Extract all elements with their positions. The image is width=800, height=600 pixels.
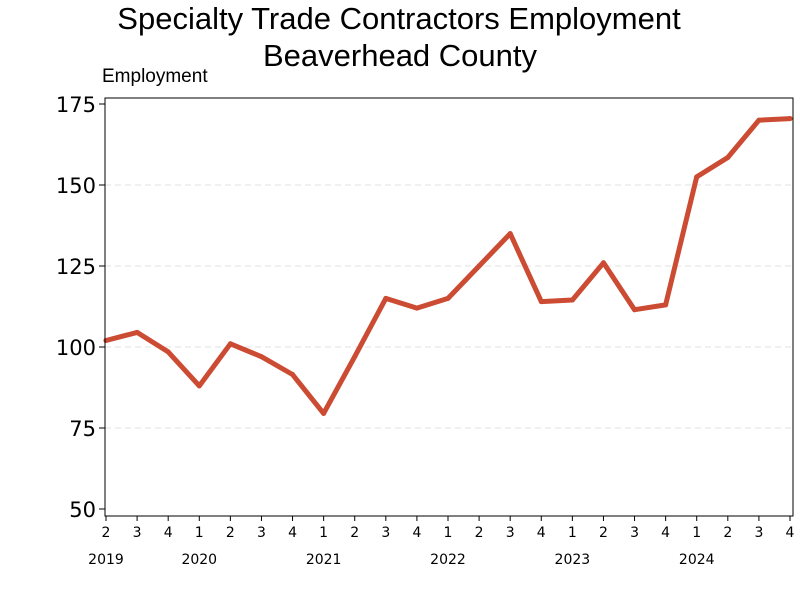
x-tick-label: 4	[288, 525, 297, 541]
data-point	[787, 116, 793, 122]
data-point	[663, 302, 669, 308]
x-tick-label: 2	[102, 525, 111, 541]
data-point	[538, 299, 544, 305]
x-tick-label: 3	[381, 525, 390, 541]
data-point	[476, 263, 482, 269]
x-tick-label: 2	[723, 525, 732, 541]
y-tick-label: 100	[56, 336, 96, 360]
year-label: 2023	[555, 552, 591, 568]
year-label: 2020	[181, 552, 217, 568]
x-tick-label: 3	[506, 525, 515, 541]
data-point	[445, 295, 451, 301]
data-point	[196, 383, 202, 389]
x-tick-label: 4	[537, 525, 546, 541]
y-tick-label: 125	[56, 255, 96, 279]
x-tick-label: 3	[133, 525, 142, 541]
x-tick-label: 1	[319, 525, 328, 541]
data-point	[258, 354, 264, 360]
year-label: 2019	[88, 552, 124, 568]
x-tick-label: 1	[692, 525, 701, 541]
data-point	[694, 174, 700, 180]
data-point	[507, 231, 513, 237]
data-point	[165, 349, 171, 355]
data-point	[321, 410, 327, 416]
data-point	[352, 354, 358, 360]
y-axis-label: Employment	[102, 66, 208, 87]
year-label: 2024	[679, 552, 715, 568]
x-tick-label: 4	[786, 525, 795, 541]
y-tick-label: 175	[56, 93, 96, 117]
x-tick-label: 1	[568, 525, 577, 541]
x-tick-label: 4	[412, 525, 421, 541]
chart-title: Specialty Trade Contractors Employment	[117, 1, 681, 36]
data-point	[756, 117, 762, 123]
x-tick-label: 1	[195, 525, 204, 541]
y-tick-label: 50	[69, 498, 96, 522]
x-tick-label: 2	[350, 525, 359, 541]
data-point	[383, 295, 389, 301]
x-tick-label: 2	[226, 525, 235, 541]
y-tick-label: 75	[69, 417, 96, 441]
data-point	[103, 338, 109, 344]
x-tick-label: 4	[661, 525, 670, 541]
data-point	[569, 297, 575, 303]
year-label: 2021	[306, 552, 342, 568]
x-tick-label: 1	[444, 525, 453, 541]
plot-frame	[104, 97, 794, 517]
x-tick-label: 2	[475, 525, 484, 541]
y-axis: 50 75 100 125 150 175	[56, 93, 105, 522]
x-tick-label: 2	[599, 525, 608, 541]
data-point	[600, 260, 606, 266]
data-point	[725, 154, 731, 160]
gridlines	[105, 184, 793, 429]
data-point	[290, 372, 296, 378]
data-point	[632, 307, 638, 313]
x-tick-label: 4	[164, 525, 173, 541]
year-label: 2022	[430, 552, 466, 568]
data-point	[134, 329, 140, 335]
data-point	[414, 305, 420, 311]
x-tick-label: 3	[630, 525, 639, 541]
x-axis: 2 3 4 1 2 3 4 1 2 3 4 1 2 3 4 1 2 3 4 1 2 3 4 2019 2020 2021 2022 2…	[88, 516, 795, 568]
x-tick-label: 3	[754, 525, 763, 541]
y-tick-label: 150	[56, 174, 96, 198]
x-tick-label: 3	[257, 525, 266, 541]
data-point	[227, 341, 233, 347]
chart-subtitle: Beaverhead County	[262, 38, 538, 73]
